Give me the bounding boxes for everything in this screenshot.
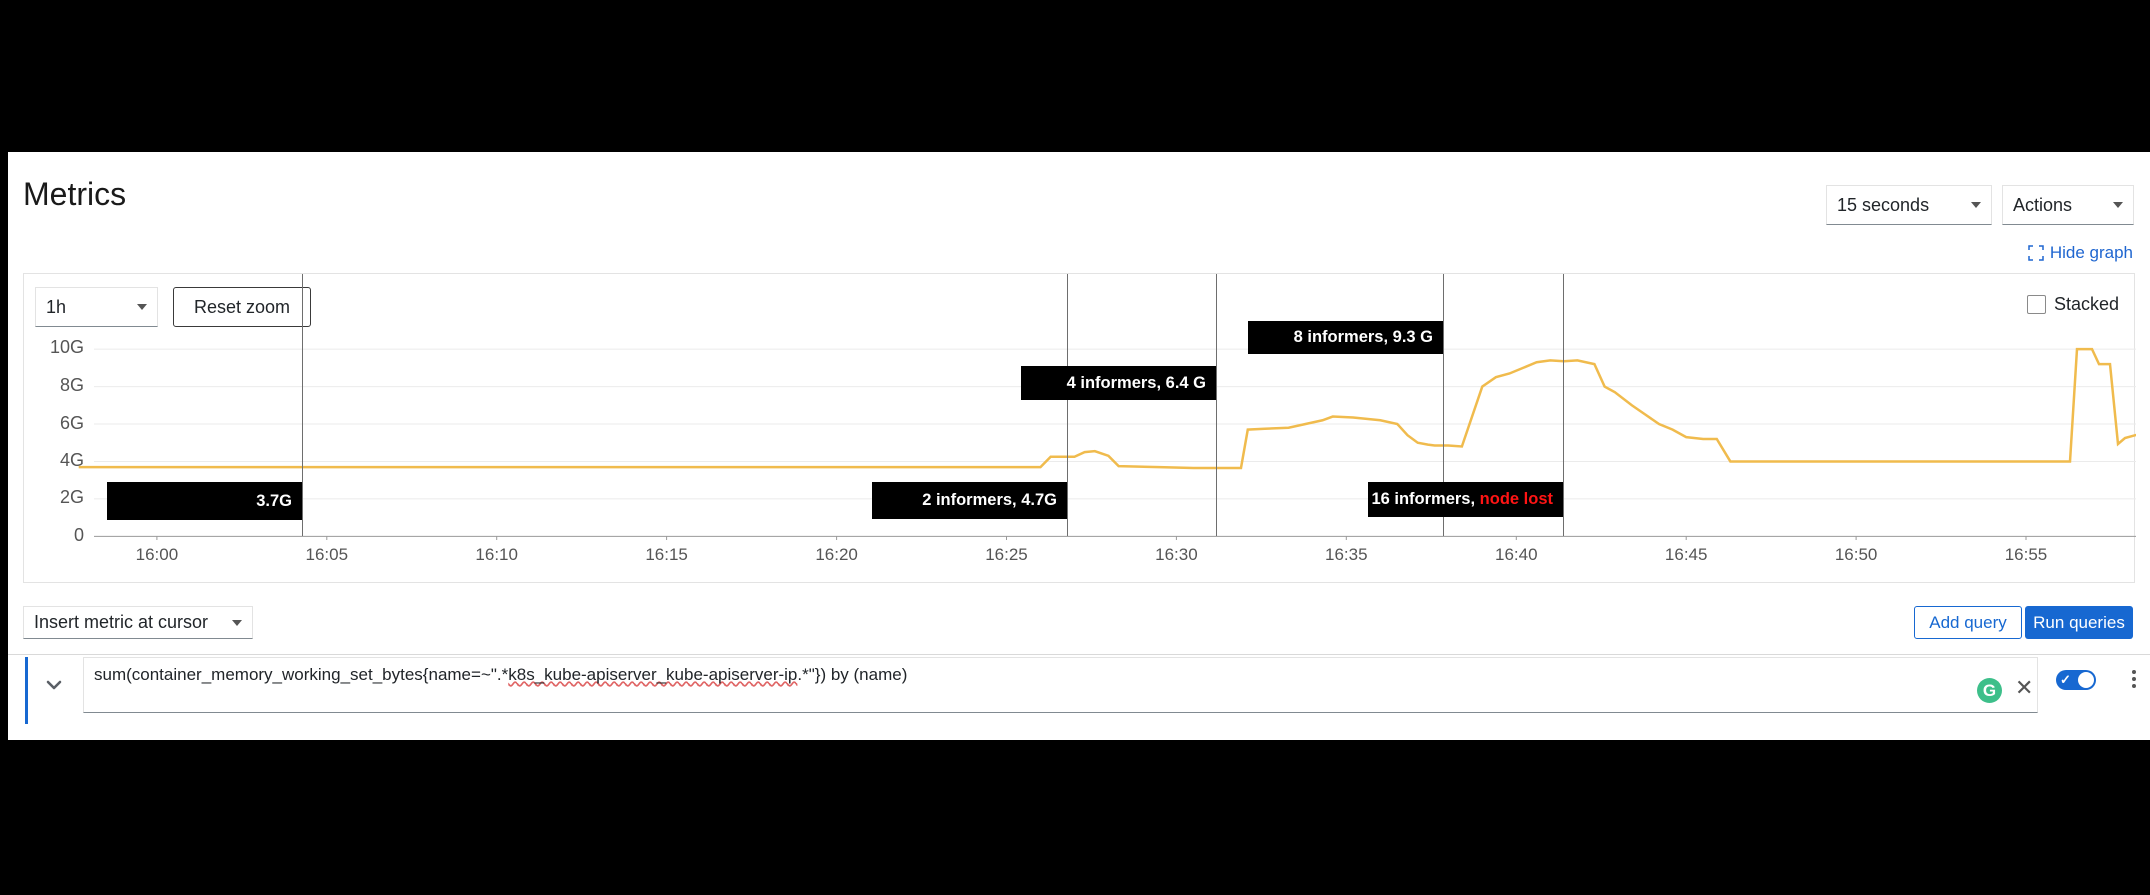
svg-text:16:45: 16:45 bbox=[1665, 545, 1708, 564]
svg-text:0: 0 bbox=[74, 525, 84, 545]
svg-text:10G: 10G bbox=[50, 337, 84, 357]
svg-text:8G: 8G bbox=[60, 375, 84, 395]
svg-text:16:00: 16:00 bbox=[136, 545, 179, 564]
svg-text:16:50: 16:50 bbox=[1835, 545, 1878, 564]
svg-text:6G: 6G bbox=[60, 413, 84, 433]
svg-text:16:35: 16:35 bbox=[1325, 545, 1368, 564]
svg-text:16:40: 16:40 bbox=[1495, 545, 1538, 564]
svg-text:16:05: 16:05 bbox=[306, 545, 349, 564]
svg-text:16:20: 16:20 bbox=[815, 545, 858, 564]
svg-text:2G: 2G bbox=[60, 487, 84, 507]
svg-text:16:30: 16:30 bbox=[1155, 545, 1198, 564]
svg-text:16:10: 16:10 bbox=[475, 545, 518, 564]
svg-text:16:55: 16:55 bbox=[2005, 545, 2048, 564]
svg-text:16:15: 16:15 bbox=[645, 545, 688, 564]
svg-text:16:25: 16:25 bbox=[985, 545, 1028, 564]
